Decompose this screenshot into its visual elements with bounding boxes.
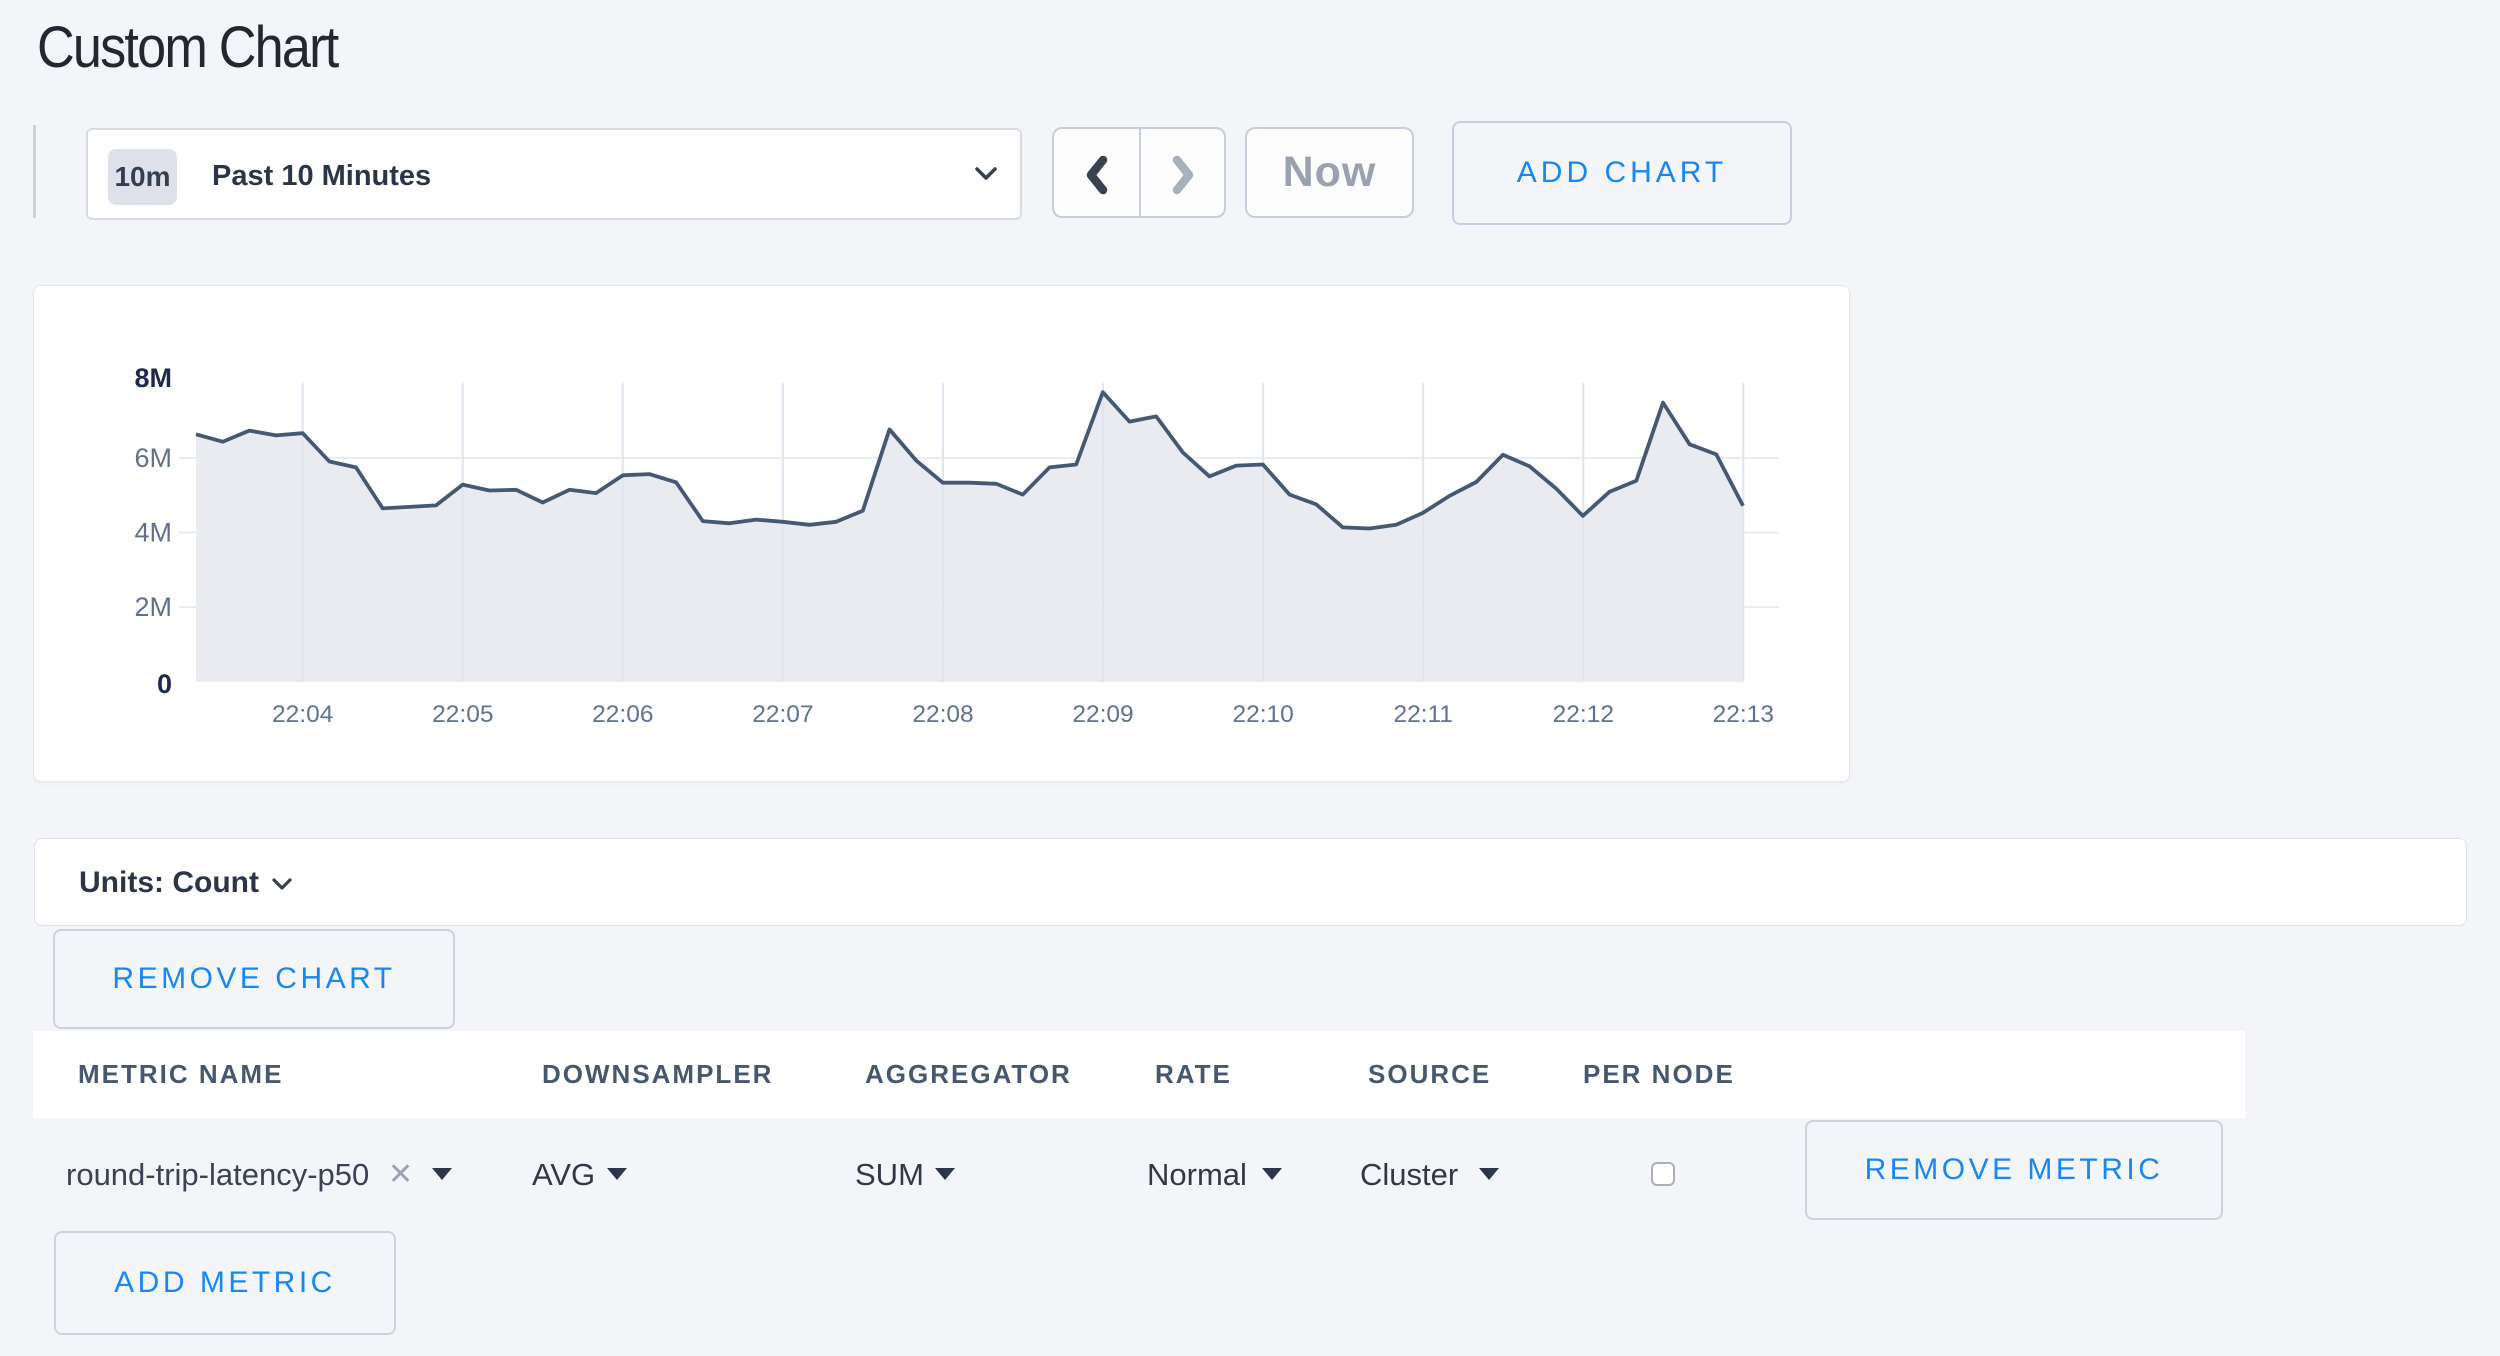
svg-text:0: 0 (157, 669, 172, 699)
svg-text:22:06: 22:06 (592, 701, 653, 728)
svg-text:8M: 8M (134, 363, 172, 393)
svg-text:22:09: 22:09 (1072, 701, 1133, 728)
svg-text:22:11: 22:11 (1393, 701, 1453, 728)
svg-text:22:10: 22:10 (1232, 701, 1293, 728)
svg-text:22:07: 22:07 (752, 701, 813, 728)
svg-text:4M: 4M (134, 518, 172, 548)
svg-text:2M: 2M (134, 592, 172, 622)
svg-text:22:05: 22:05 (432, 701, 493, 728)
svg-text:22:04: 22:04 (272, 701, 333, 728)
svg-text:22:13: 22:13 (1713, 701, 1774, 728)
svg-text:22:12: 22:12 (1553, 701, 1614, 728)
svg-text:6M: 6M (134, 443, 172, 473)
svg-text:22:08: 22:08 (912, 701, 973, 728)
